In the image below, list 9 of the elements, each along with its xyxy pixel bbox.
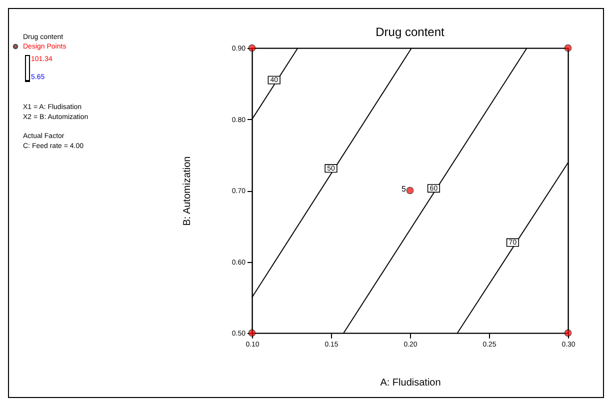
chart-title: Drug content [376, 25, 446, 39]
x-axis-title: A: Fludisation [380, 378, 441, 388]
point [248, 44, 256, 52]
point [564, 44, 572, 52]
point [564, 329, 572, 337]
y-axis-title: B: Automization [182, 156, 193, 226]
point [248, 329, 256, 337]
point [406, 186, 414, 194]
annotation: 5 [402, 184, 407, 194]
